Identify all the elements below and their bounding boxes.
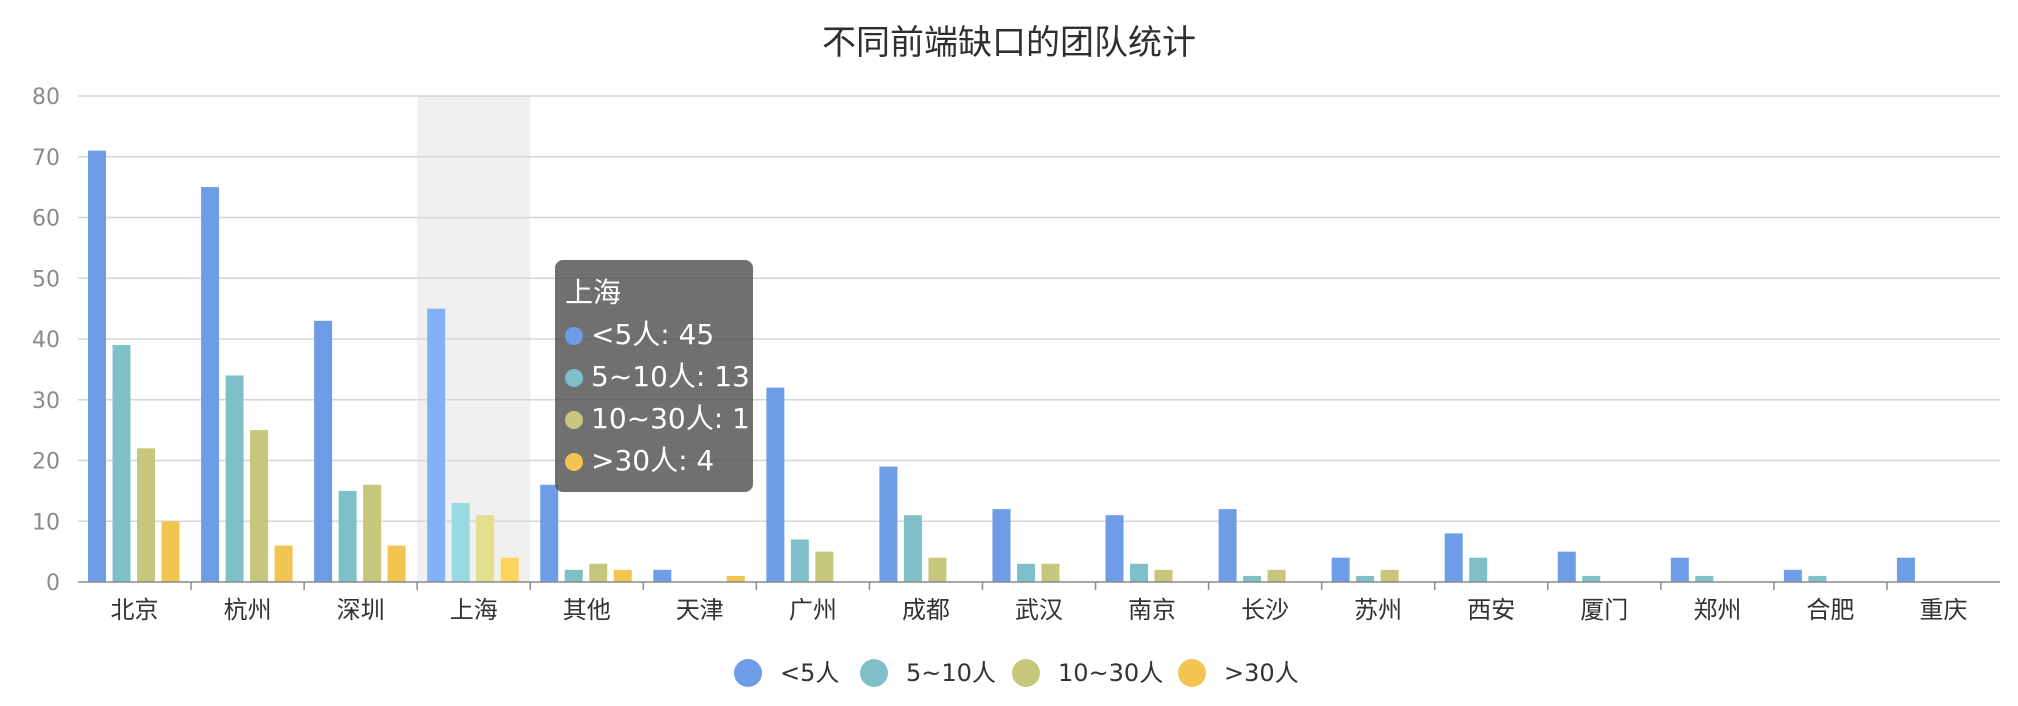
bar <box>879 466 898 582</box>
y-tick-label: 20 <box>32 450 60 475</box>
x-tick-label: 成都 <box>902 596 950 624</box>
series-dot-icon <box>565 453 583 471</box>
bar <box>314 320 333 582</box>
series-dot-icon <box>565 369 583 387</box>
tooltip-row-label: <5人: 45 <box>591 318 715 351</box>
bar <box>540 484 559 582</box>
tooltip-row: <5人: 45 <box>565 314 743 356</box>
bar <box>726 575 745 582</box>
bar <box>500 557 519 582</box>
series-dot-icon <box>565 327 583 345</box>
bar <box>815 551 834 582</box>
tooltip-title: 上海 <box>565 276 622 309</box>
bar <box>387 545 406 582</box>
tooltip-row-label: 5~10人: 13 <box>591 360 750 393</box>
y-tick-label: 0 <box>46 571 60 596</box>
tooltip-row: 10~30人: 11 <box>565 398 768 440</box>
bar <box>1218 509 1237 582</box>
bar <box>338 490 357 582</box>
bar <box>1331 557 1350 582</box>
chart-title: 不同前端缺口的团队统计 <box>822 23 1196 63</box>
bar <box>1267 569 1286 582</box>
y-tick-label: 50 <box>32 267 60 292</box>
x-tick-label: 北京 <box>111 596 159 624</box>
bar <box>1444 533 1463 582</box>
x-tick-label: 南京 <box>1128 596 1176 624</box>
bar <box>1808 575 1827 582</box>
x-tick-label: 苏州 <box>1354 596 1402 624</box>
x-tick-label: 厦门 <box>1580 596 1628 624</box>
bar <box>137 448 155 582</box>
bar <box>112 345 131 582</box>
x-tick-label: 重庆 <box>1919 596 1967 624</box>
bar <box>564 569 583 582</box>
bar <box>1582 575 1601 582</box>
bar <box>1016 563 1035 582</box>
legend-marker-icon <box>1012 659 1040 687</box>
x-tick-label: 西安 <box>1467 596 1515 624</box>
bar <box>1557 551 1576 582</box>
y-tick-label: 80 <box>32 85 60 110</box>
bar <box>363 484 382 582</box>
x-tick-label: 广州 <box>789 596 837 624</box>
bar <box>1356 575 1375 582</box>
bar <box>250 430 269 582</box>
bar <box>613 569 632 582</box>
bar <box>766 387 785 582</box>
x-tick-label: 杭州 <box>224 596 272 624</box>
bar <box>1670 557 1689 582</box>
legend-marker-icon <box>734 659 762 687</box>
bar <box>1243 575 1262 582</box>
bar <box>225 375 244 582</box>
y-tick-label: 30 <box>32 389 60 414</box>
bar <box>790 539 809 582</box>
y-tick-label: 60 <box>32 207 60 232</box>
bar <box>451 503 470 582</box>
bar <box>992 509 1011 582</box>
y-tick-label: 70 <box>32 146 60 171</box>
bar <box>1896 557 1915 582</box>
bar <box>1105 515 1124 582</box>
x-tick-label: 天津 <box>676 596 724 624</box>
legend-label: >30人 <box>1224 659 1299 687</box>
bar <box>653 569 672 582</box>
chart-tooltip: 上海 <5人: 45 5~10人: 13 10~30人: 11 >30人: 4 <box>555 260 768 492</box>
bar <box>427 308 446 582</box>
bar <box>903 515 922 582</box>
y-tick-label: 40 <box>32 328 60 353</box>
tooltip-row: >30人: 4 <box>565 440 743 482</box>
bar <box>1380 569 1399 582</box>
legend-label: 10~30人 <box>1058 659 1163 687</box>
bar <box>1041 563 1060 582</box>
legend-marker-icon <box>1178 659 1206 687</box>
bar <box>1469 557 1488 582</box>
x-tick-label: 上海 <box>450 596 498 624</box>
legend-label: <5人 <box>780 659 839 687</box>
bar <box>589 563 608 582</box>
bar <box>201 187 220 582</box>
bar <box>88 150 106 583</box>
y-tick-label: 10 <box>32 510 60 535</box>
x-tick-label: 合肥 <box>1806 596 1854 624</box>
bar <box>1154 569 1173 582</box>
tooltip-row-label: >30人: 4 <box>591 444 715 477</box>
legend-label: 5~10人 <box>906 659 996 687</box>
x-tick-label: 其他 <box>563 596 611 624</box>
bar <box>1695 575 1714 582</box>
tooltip-row: 5~10人: 13 <box>565 356 750 398</box>
bar <box>476 515 495 582</box>
x-tick-label: 武汉 <box>1015 596 1063 624</box>
bar <box>1783 569 1802 582</box>
bar <box>161 521 180 582</box>
bar <box>928 557 947 582</box>
tooltip-row-label: 10~30人: 11 <box>591 402 768 435</box>
bar <box>274 545 293 582</box>
x-tick-label: 深圳 <box>337 596 385 624</box>
legend-marker-icon <box>860 659 888 687</box>
bar <box>1130 563 1149 582</box>
x-tick-label: 长沙 <box>1241 596 1289 624</box>
series-dot-icon <box>565 411 583 429</box>
x-tick-label: 郑州 <box>1693 596 1741 624</box>
